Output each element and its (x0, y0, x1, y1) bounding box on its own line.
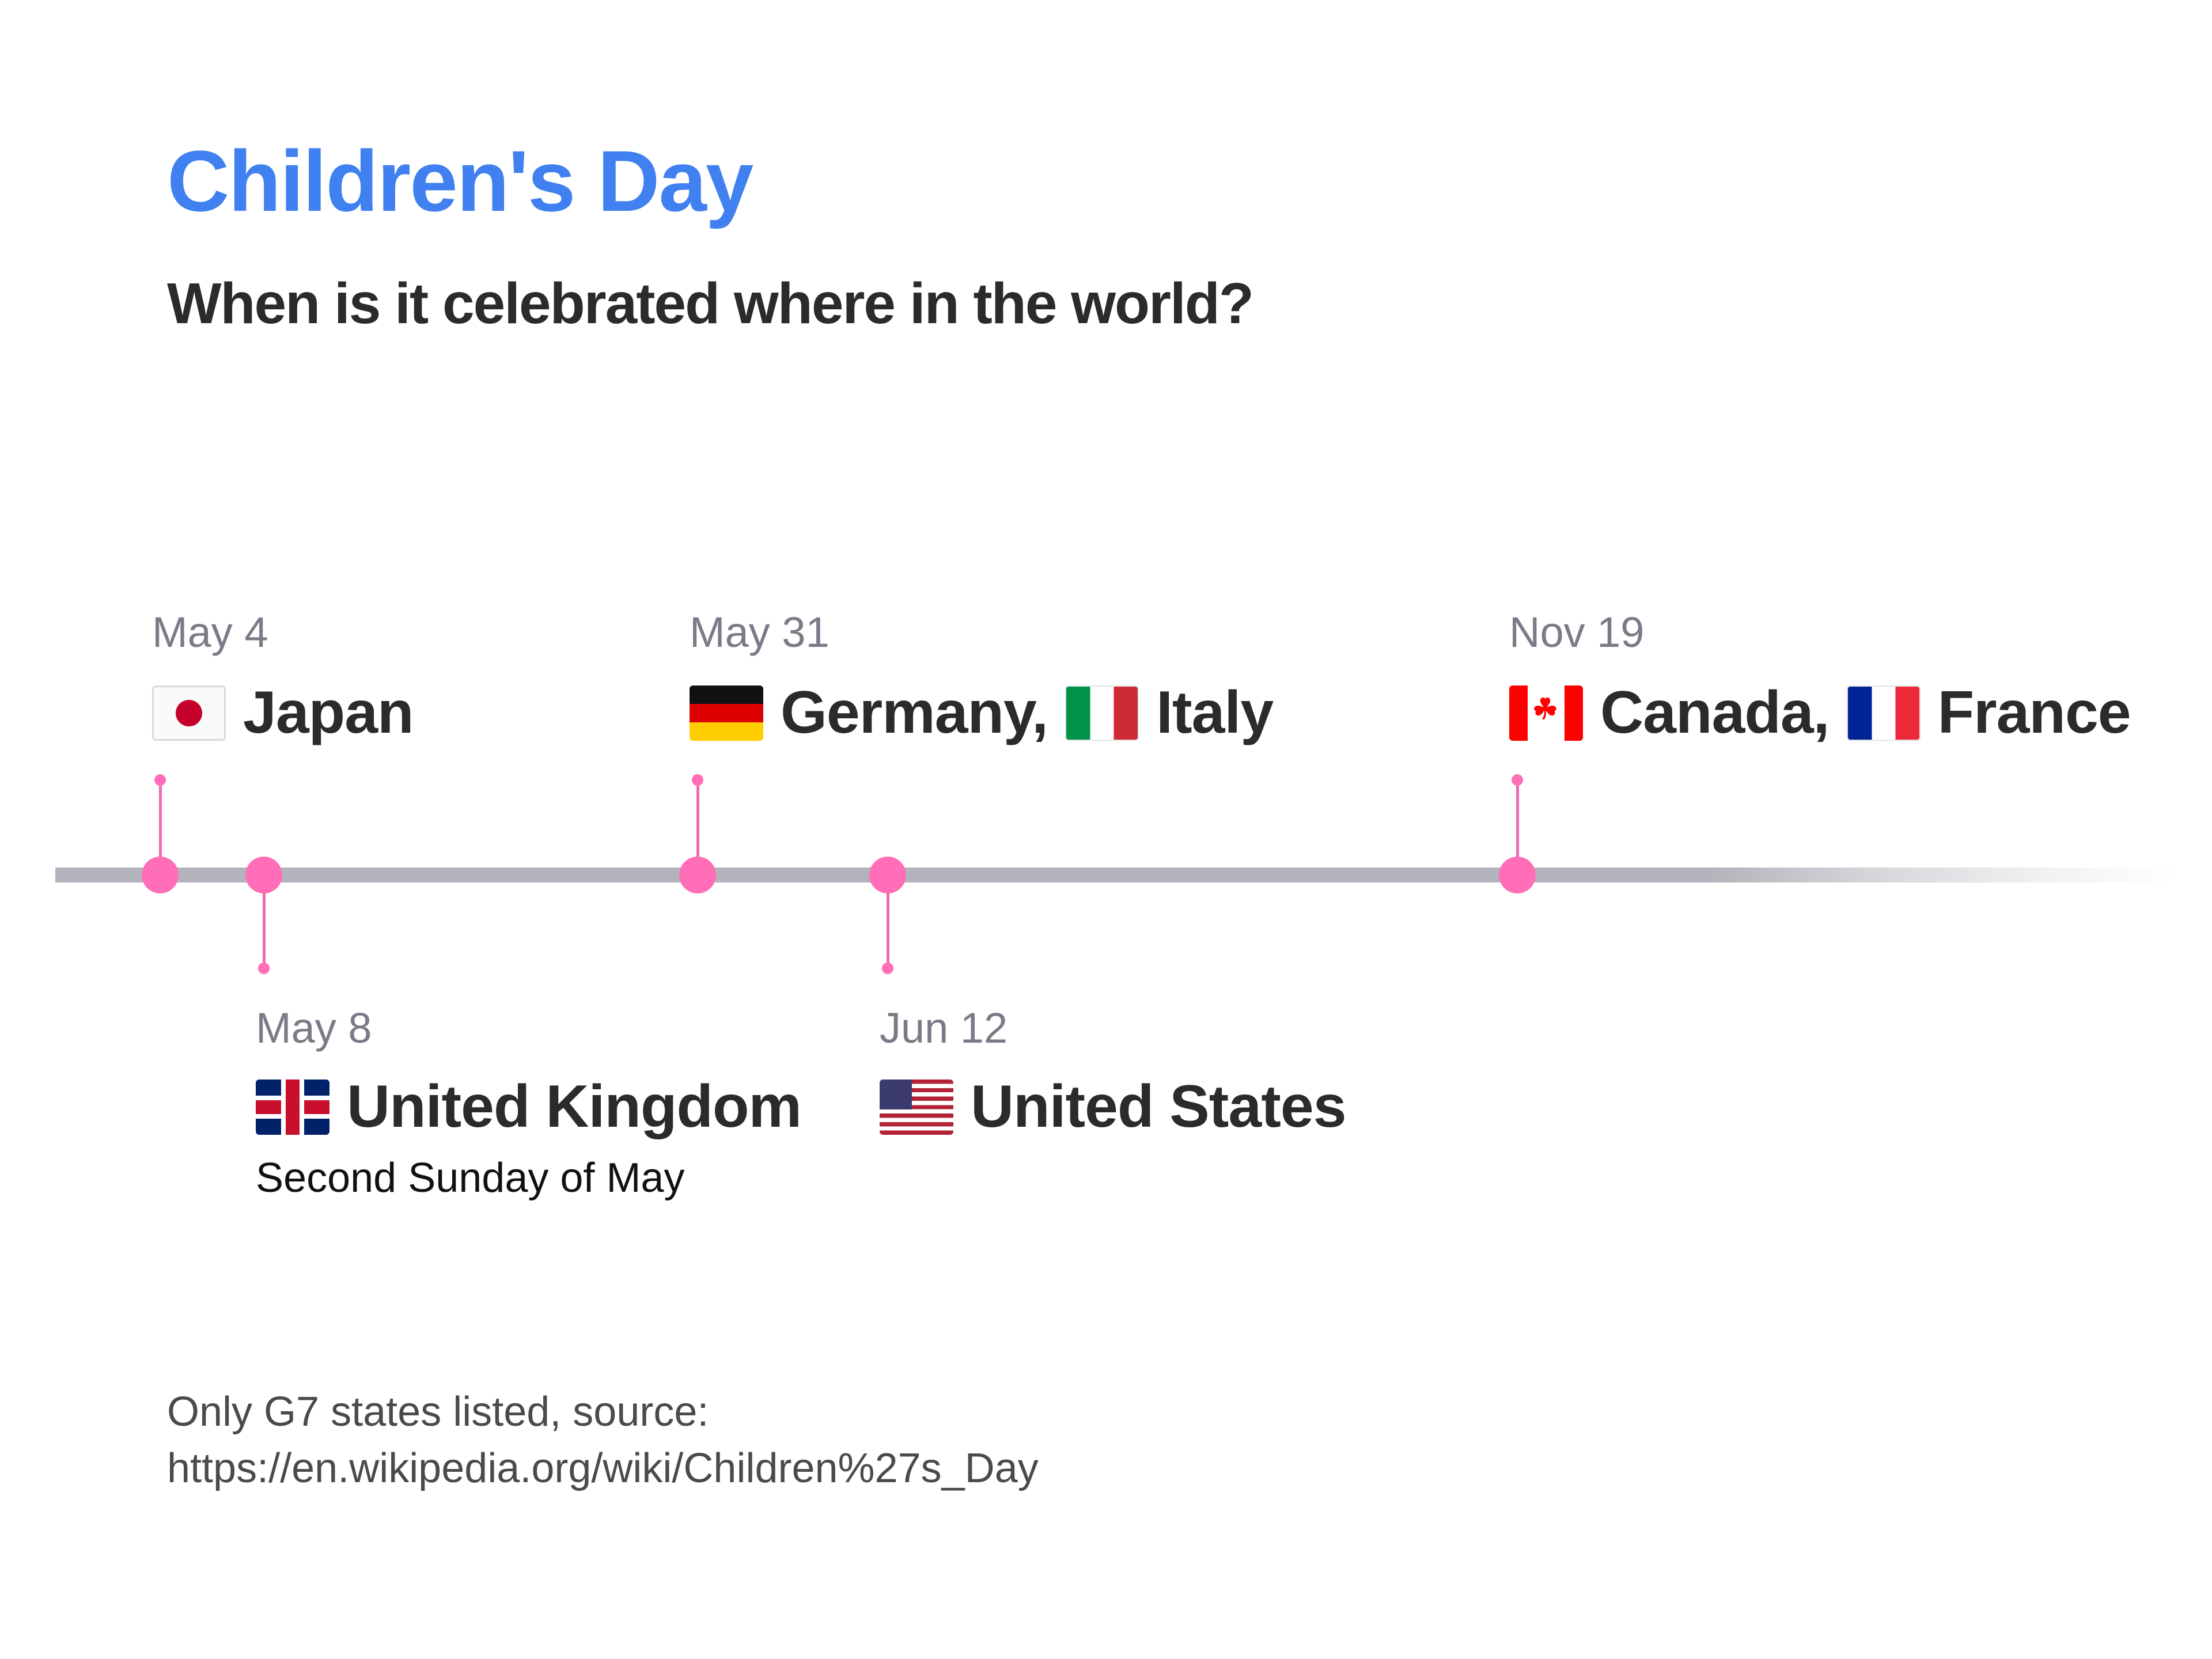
event-date: May 4 (152, 608, 268, 656)
event-countries: Japan (152, 679, 414, 747)
country-label: United States (971, 1073, 1347, 1140)
event-date: May 8 (256, 1004, 372, 1052)
event-marker-nov-19 (1499, 857, 1536, 893)
timeline-axis (55, 868, 2175, 882)
event-stem (159, 780, 162, 875)
event-marker-may-8 (245, 857, 282, 893)
stem-cap-dot (1512, 774, 1523, 786)
japan-flag-icon (152, 685, 226, 741)
event-countries: United States (880, 1073, 1347, 1141)
event-marker-may-4 (142, 857, 179, 893)
event-marker-jun-12 (869, 857, 906, 893)
event-countries: Germany, Italy (690, 679, 1274, 747)
event-date: Jun 12 (880, 1004, 1008, 1052)
event-stem (1516, 780, 1519, 875)
country-label: France (1937, 679, 2131, 746)
event-countries: United Kingdom (256, 1073, 802, 1141)
page-title: Children's Day (167, 132, 753, 229)
country-label: United Kingdom (347, 1073, 802, 1140)
italy-flag-icon (1065, 685, 1139, 741)
footer-note: Only G7 states listed, source: (167, 1389, 709, 1435)
event-countries: Canada, France (1509, 679, 2131, 747)
event-marker-may-31 (679, 857, 716, 893)
stem-cap-dot (154, 774, 166, 786)
event-stem (263, 875, 266, 968)
footer-source-url: https://en.wikipedia.org/wiki/Children%2… (167, 1445, 1039, 1491)
event-date: May 31 (690, 608, 830, 656)
stem-cap-dot (882, 963, 893, 974)
uk-flag-icon (256, 1079, 329, 1135)
stem-cap-dot (692, 774, 703, 786)
country-label: Italy (1156, 679, 1274, 746)
event-stem (887, 875, 889, 968)
event-note: Second Sunday of May (256, 1155, 685, 1201)
france-flag-icon (1846, 685, 1921, 741)
germany-flag-icon (690, 685, 763, 741)
canada-flag-icon (1509, 685, 1583, 741)
event-stem (696, 780, 699, 875)
country-label: Canada, (1600, 679, 1830, 746)
country-label: Germany, (781, 679, 1048, 746)
event-date: Nov 19 (1509, 608, 1645, 656)
stem-cap-dot (258, 963, 270, 974)
page-subtitle: When is it celebrated where in the world… (167, 271, 1254, 336)
us-flag-icon (880, 1079, 953, 1135)
country-label: Japan (243, 679, 414, 746)
